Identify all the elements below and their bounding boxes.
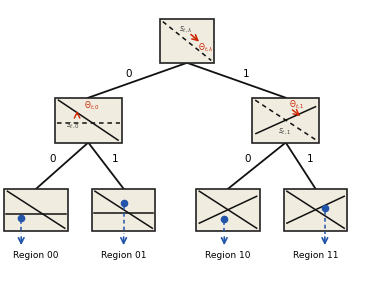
Text: $s_{t,\lambda}$: $s_{t,\lambda}$ (179, 25, 192, 35)
Bar (55, 98, 122, 142)
Bar (284, 189, 347, 231)
Text: $\Theta_{t,\lambda}$: $\Theta_{t,\lambda}$ (198, 41, 214, 54)
Text: $\Theta_{t,1}$: $\Theta_{t,1}$ (289, 99, 305, 111)
Text: 1: 1 (112, 154, 119, 164)
Text: $s_{t,0}$: $s_{t,0}$ (66, 121, 80, 131)
Bar (92, 189, 155, 231)
Text: $s_{t,1}$: $s_{t,1}$ (278, 126, 292, 136)
Text: Region 00: Region 00 (13, 251, 59, 260)
Text: 1: 1 (307, 154, 313, 164)
Bar (252, 98, 319, 142)
Text: 0: 0 (244, 154, 251, 164)
Text: $\Theta_{t,0}$: $\Theta_{t,0}$ (84, 100, 100, 112)
Bar (160, 19, 214, 63)
Bar (4, 189, 68, 231)
Text: Region 10: Region 10 (205, 251, 251, 260)
Text: 0: 0 (125, 69, 132, 79)
Text: 1: 1 (242, 69, 249, 79)
Text: 0: 0 (50, 154, 56, 164)
Text: Region 01: Region 01 (101, 251, 146, 260)
Bar (196, 189, 260, 231)
Text: Region 11: Region 11 (293, 251, 338, 260)
